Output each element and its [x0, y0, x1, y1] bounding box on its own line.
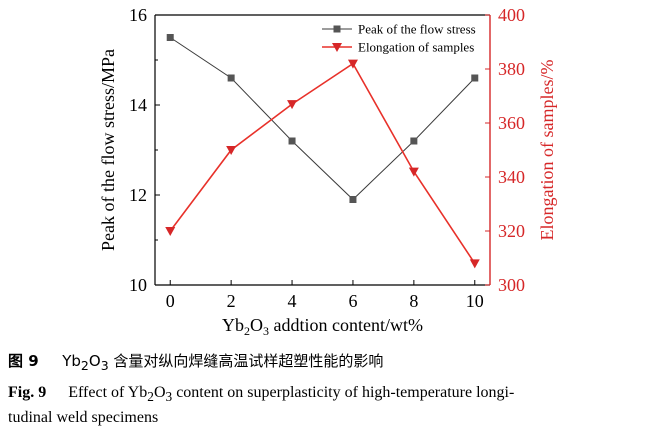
elongation-point [287, 100, 298, 110]
right-tick-label: 320 [498, 221, 525, 241]
caption-cn-sub-3: 3 [100, 358, 109, 373]
x-tick-label: 6 [348, 291, 357, 311]
caption-cn-text-rest: 含量对纵向焊缝高温试样超塑性能的影响 [108, 352, 384, 370]
caption-en-sub-2: 2 [147, 389, 154, 405]
right-tick-label: 400 [498, 5, 525, 25]
series-line-elongation [169, 62, 476, 264]
right-tick-label: 360 [498, 113, 525, 133]
flow-stress-point [471, 74, 479, 82]
caption-en-text-rest: content on superplasticity of high-tempe… [172, 384, 515, 401]
caption-cn-label: 图 9 [8, 352, 39, 370]
elongation-point [408, 167, 419, 177]
caption-cn-text-yb: Yb [62, 352, 81, 370]
right-axis-label: Elongation of samples/% [537, 60, 557, 241]
series-line-flow-stress [169, 37, 476, 201]
flow-stress-point [349, 196, 357, 203]
caption-en-text-o: O [153, 384, 166, 401]
x-tick-label: 4 [288, 291, 297, 311]
caption-en-label: Fig. 9 [8, 384, 47, 401]
caption-cn-text-o: O [88, 352, 101, 370]
right-tick-label: 300 [498, 275, 525, 295]
elongation-point [165, 227, 176, 236]
legend-label-elongation: Elongation of samples [358, 40, 474, 55]
caption-en-text-start: Effect of Yb [68, 384, 148, 401]
right-tick-label: 340 [498, 167, 525, 187]
left-tick-label: 12 [129, 185, 147, 205]
flow-stress-point [410, 137, 418, 145]
x-tick-label: 10 [466, 291, 484, 311]
x-tick-label: 2 [227, 291, 236, 311]
caption-chinese: 图 9 Yb2O3 含量对纵向焊缝高温试样超塑性能的影响 [8, 350, 383, 373]
x-tick-label: 8 [409, 291, 418, 311]
caption-english-line1: Fig. 9 Effect of Yb2O3 content on superp… [8, 384, 514, 405]
elongation-point [469, 259, 480, 269]
left-tick-label: 16 [129, 5, 147, 25]
elongation-point [226, 146, 237, 155]
caption-en-sub-3: 3 [165, 389, 173, 405]
left-tick-label: 14 [129, 95, 147, 115]
caption-english-line2: tudinal weld specimens [8, 409, 159, 426]
x-tick-label: 0 [166, 291, 175, 311]
legend-marker-elongation [332, 43, 342, 52]
flow-stress-point [227, 74, 235, 82]
right-tick-label: 380 [498, 59, 525, 79]
flow-stress-point [288, 137, 296, 145]
flow-stress-point [166, 34, 174, 41]
legend-label-flow-stress: Peak of the flow stress [358, 22, 476, 37]
left-axis-label: Peak of the flow stress/MPa [98, 49, 118, 251]
x-axis-label: Yb2O3 addtion content/wt% [222, 315, 423, 338]
caption-cn-sub-2: 2 [80, 358, 89, 373]
legend-marker-flow-stress [333, 25, 341, 33]
dual-axis-line-chart: 0 2 4 6 8 10 10 12 14 16 300 320 340 360 380 400 Peak of… [98, 5, 557, 338]
left-tick-label: 10 [129, 275, 147, 295]
elongation-point [347, 59, 358, 69]
